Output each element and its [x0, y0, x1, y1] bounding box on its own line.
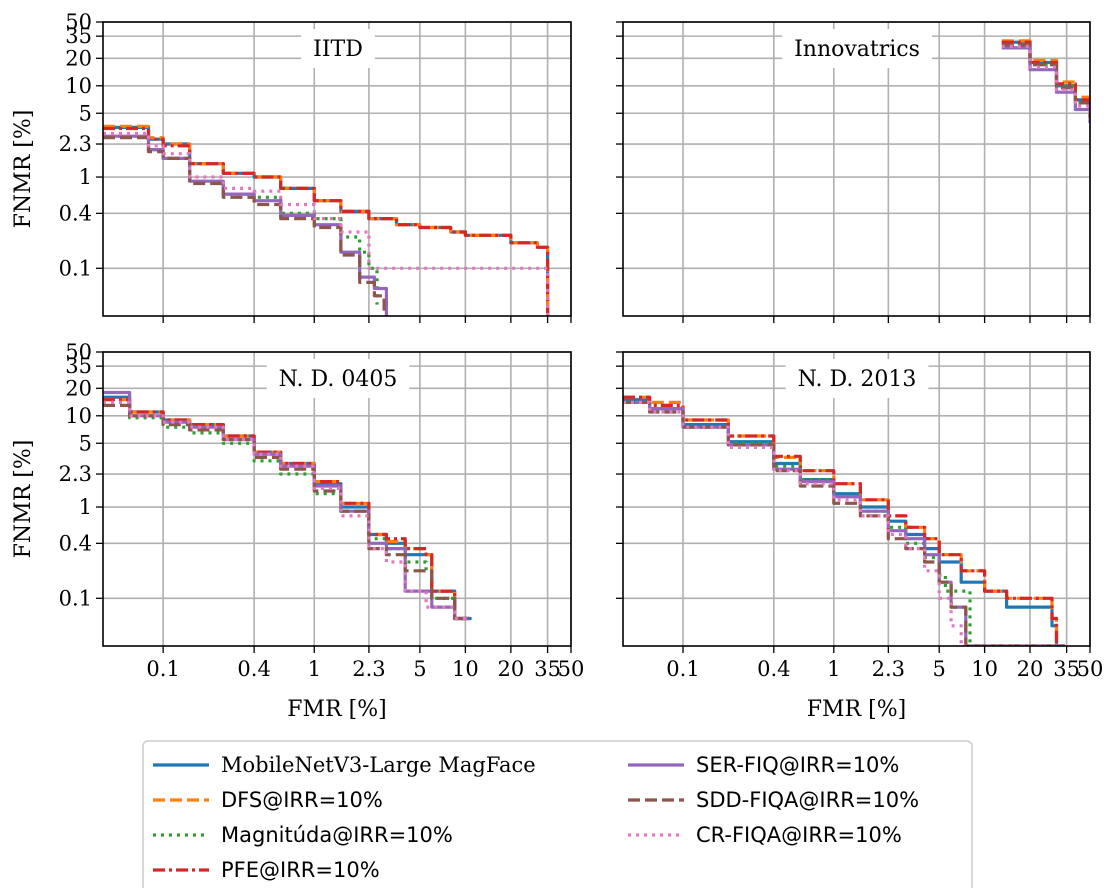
x-tick-label: 10 [971, 657, 998, 681]
series-line [623, 395, 1065, 646]
legend-label: CR-FIQA@IRR=10% [696, 823, 902, 847]
x-tick-label: 0.4 [237, 657, 270, 681]
x-tick-label: 1 [827, 657, 840, 681]
legend-frame [142, 740, 973, 888]
y-tick-label: 10 [65, 74, 92, 98]
y-tick-label: 10 [65, 404, 92, 428]
legend-label: Magnitúda@IRR=10% [221, 823, 453, 847]
y-tick-label: 0.4 [59, 531, 92, 555]
series-line [103, 398, 469, 621]
y-tick-label: 5 [79, 101, 92, 125]
legend-label: SER-FIQ@IRR=10% [696, 753, 899, 777]
series-line [103, 400, 469, 621]
series-line [103, 136, 386, 316]
x-tick-label: 0.1 [146, 657, 179, 681]
panel-title: Innovatrics [794, 37, 920, 62]
panel-title: N. D. 0405 [279, 367, 398, 392]
y-tick-label: 1 [79, 165, 92, 189]
x-tick-label: 20 [1017, 657, 1044, 681]
series-line [103, 390, 469, 621]
y-tick-label: 0.4 [59, 201, 92, 225]
panel-title: IITD [313, 37, 363, 62]
series-group [103, 124, 550, 316]
series-line [623, 398, 1065, 646]
x-tick-label: 35 [1053, 657, 1080, 681]
legend-label: PFE@IRR=10% [221, 858, 380, 882]
y-tick-label: 50 [65, 10, 92, 34]
y-tick-label: 0.1 [59, 586, 92, 610]
y-tick-label: 20 [65, 376, 92, 400]
y-tick-label: 5 [79, 431, 92, 455]
series-line [103, 400, 469, 621]
x-tick-label: 50 [1077, 657, 1104, 681]
series-group [623, 395, 1065, 646]
y-tick-label: 1 [79, 495, 92, 519]
series-line [103, 134, 388, 316]
series-line [103, 124, 550, 316]
series-line [623, 400, 1065, 646]
series-line [623, 400, 1065, 646]
series-line [1001, 44, 1090, 121]
y-tick-label: 50 [65, 340, 92, 364]
x-tick-label: 2.3 [352, 657, 385, 681]
series-line [103, 403, 469, 621]
series-group [103, 390, 472, 621]
x-tick-label: 35 [534, 657, 561, 681]
x-tick-label: 50 [558, 657, 585, 681]
series-line [103, 134, 379, 305]
x-tick-label: 5 [413, 657, 426, 681]
series-line [623, 400, 1065, 646]
y-tick-label: 20 [65, 46, 92, 70]
panel-frame [622, 21, 1091, 317]
y-tick-label: 35 [65, 24, 92, 48]
x-tick-label: 20 [497, 657, 524, 681]
panel-title: N. D. 2013 [798, 367, 917, 392]
y-axis-label: FNMR [%] [11, 110, 36, 229]
panel-1: Innovatrics [616, 21, 1091, 323]
series-line [103, 131, 550, 316]
x-tick-label: 10 [452, 657, 479, 681]
title-backdrop [782, 29, 932, 68]
x-tick-label: 1 [308, 657, 321, 681]
series-line [623, 395, 1065, 646]
title-backdrop [266, 359, 410, 398]
x-tick-label: 2.3 [872, 657, 905, 681]
series-line [103, 395, 472, 621]
series-group [1001, 39, 1090, 124]
x-axis-label: FMR [%] [807, 697, 906, 722]
series-line [103, 126, 550, 316]
y-tick-label: 35 [65, 354, 92, 378]
panel-frame [622, 351, 1091, 647]
y-tick-label: 2.3 [59, 132, 92, 156]
title-backdrop [785, 359, 929, 398]
series-line [103, 398, 469, 621]
y-axis-label: FNMR [%] [11, 440, 36, 559]
x-tick-label: 0.4 [757, 657, 790, 681]
title-backdrop [301, 29, 375, 68]
y-tick-label: 0.1 [59, 256, 92, 280]
x-tick-label: 5 [933, 657, 946, 681]
x-tick-label: 0.1 [666, 657, 699, 681]
legend-label: SDD-FIQA@IRR=10% [696, 788, 919, 812]
panel-frame [102, 21, 572, 317]
legend-label: DFS@IRR=10% [221, 788, 383, 812]
legend: MobileNetV3-Large MagFace DFS@IRR=10% Magn… [142, 740, 973, 888]
x-axis-label: FMR [%] [287, 697, 386, 722]
series-line [623, 400, 1065, 646]
series-line [103, 125, 550, 316]
y-tick-label: 2.3 [59, 462, 92, 486]
panel-2: 0.1 0.4 1 2.3 5 10 20 35505035201052.310.40.1N.… [11, 340, 584, 722]
panel-frame [102, 351, 572, 647]
legend-label: MobileNetV3-Large MagFace [221, 753, 536, 777]
